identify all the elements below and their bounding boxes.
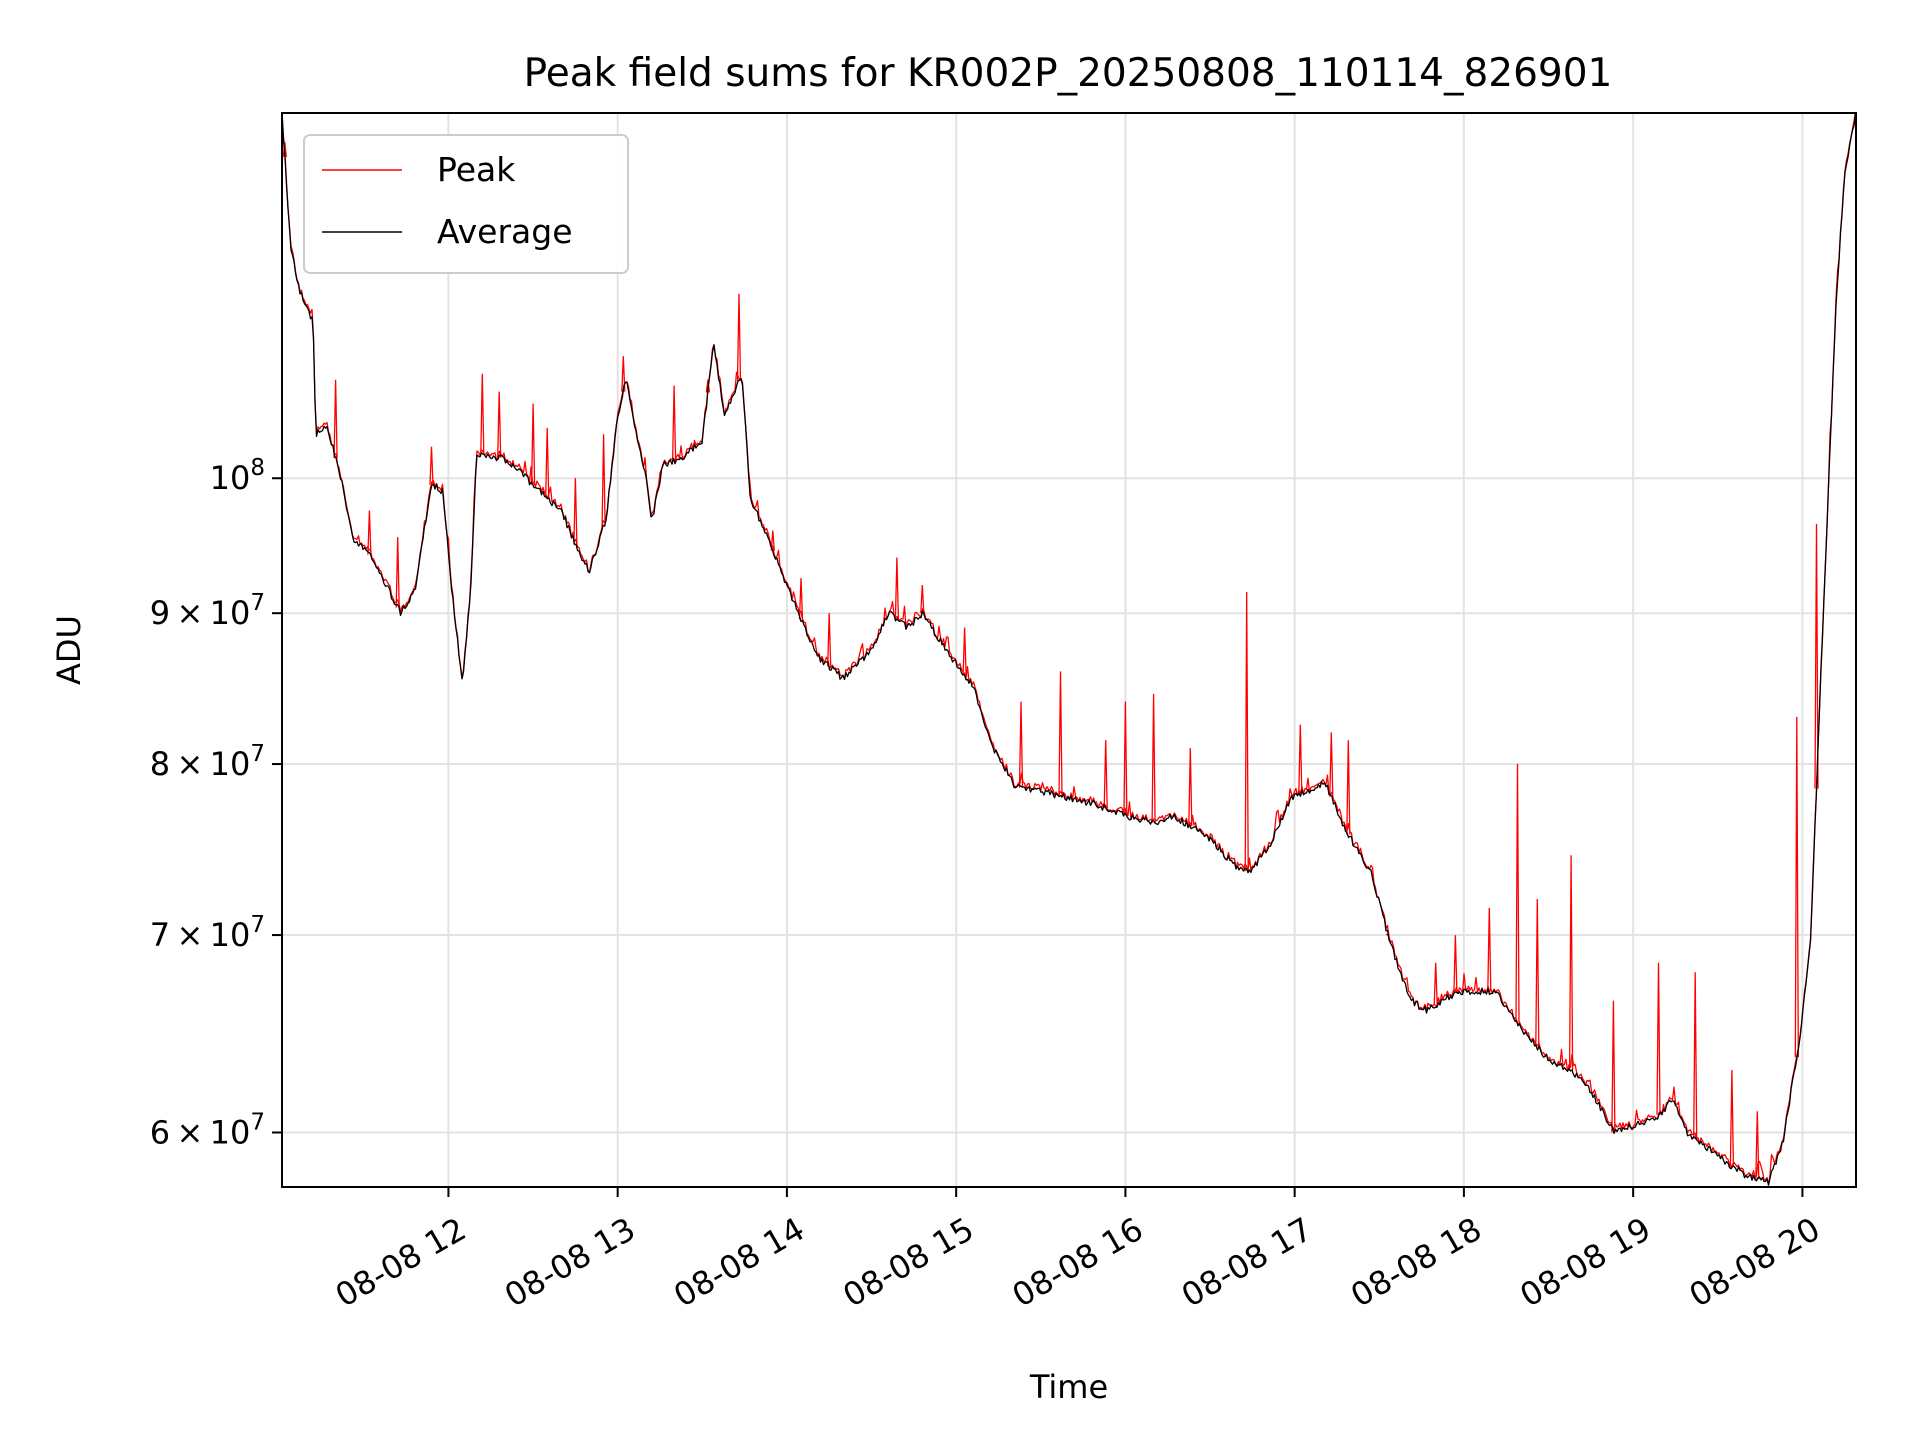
peak-spike (530, 403, 536, 485)
peak-spike (1729, 1069, 1735, 1167)
peak-spike (367, 510, 372, 555)
y-tick-label: 6 × 107 (150, 1109, 265, 1151)
peak-spike (1535, 898, 1540, 1047)
peak-spike (671, 385, 677, 462)
x-axis-label: Time (1029, 1368, 1108, 1406)
peak-spike (333, 379, 338, 459)
peak-spike (1188, 748, 1193, 827)
y-axis: 6 × 107 7 × 107 8 × 107 9 × 107 108 (150, 455, 282, 1151)
series-group (282, 113, 1856, 1186)
peak-spike (1151, 693, 1156, 824)
legend: Peak Average (303, 134, 629, 274)
peak-spike (920, 584, 925, 614)
plot-area-frame (281, 112, 1857, 1188)
peak-spike (962, 627, 967, 676)
peak-spike (573, 478, 578, 545)
peak-spike (1568, 855, 1574, 1071)
series-line-average (282, 113, 1856, 1186)
peak-spike (1515, 763, 1520, 1023)
legend-label-average: Average (437, 212, 573, 251)
peak-spike (770, 530, 775, 551)
peak-spike (497, 391, 502, 458)
chart-title: Peak field sums for KR002P_20250808_1101… (524, 51, 1613, 96)
peak-spike (545, 427, 550, 498)
peak-spike (601, 434, 606, 527)
y-tick-label: 7 × 107 (150, 912, 265, 954)
peak-spike (1755, 1111, 1760, 1180)
y-tick-label: 8 × 107 (150, 741, 265, 783)
peak-spike (395, 537, 400, 608)
peak-spike (429, 446, 434, 485)
y-axis-label: ADU (50, 615, 88, 685)
peak-spike (1611, 1000, 1616, 1133)
peak-spike (736, 293, 742, 381)
peak-spike (705, 379, 711, 393)
series-layer (282, 113, 1856, 1186)
legend-label-peak: Peak (437, 150, 516, 189)
peak-spike (827, 613, 832, 667)
peak-spike (1346, 740, 1351, 835)
peak-spike (1298, 724, 1303, 794)
peak-spike (1103, 740, 1108, 809)
y-tick-label: 108 (210, 455, 265, 497)
peak-spike (1018, 701, 1024, 788)
peak-spike (621, 356, 626, 392)
peak-spike (1058, 671, 1063, 796)
peak-spike (480, 373, 485, 455)
peak-spike (798, 578, 804, 620)
peak-spike (1453, 935, 1458, 993)
peak-spike (1693, 972, 1698, 1139)
peak-spike (894, 557, 900, 620)
peak-spike (1244, 591, 1249, 872)
gridlines (282, 113, 1856, 1187)
peak-spike (1123, 701, 1128, 817)
peak-spike (1329, 732, 1334, 797)
peak-spike (1794, 716, 1799, 1058)
peak-spike (282, 142, 287, 157)
peak-spike (1814, 523, 1819, 789)
peak-spike (1487, 907, 1492, 992)
peak-spike (1656, 962, 1661, 1115)
peak-spike (1433, 962, 1438, 1006)
y-tick-label: 9 × 107 (150, 590, 265, 632)
